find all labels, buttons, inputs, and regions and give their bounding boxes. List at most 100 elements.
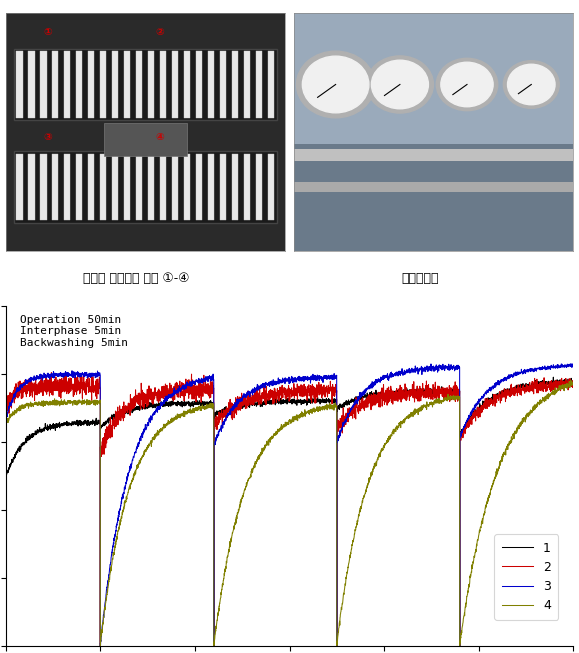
Bar <box>100 153 107 220</box>
Bar <box>196 153 202 220</box>
4 <box>21 404 28 412</box>
1 <box>126 405 133 413</box>
4 <box>2 418 9 426</box>
Text: ④: ④ <box>155 132 164 142</box>
3 <box>67 371 74 379</box>
Bar <box>52 51 58 118</box>
4 <box>126 485 133 493</box>
1 <box>21 438 28 446</box>
Circle shape <box>508 64 555 104</box>
2 <box>126 400 133 408</box>
2 <box>326 385 333 392</box>
Circle shape <box>296 51 375 118</box>
4 <box>379 446 386 454</box>
Text: ②: ② <box>155 27 164 37</box>
Text: ③: ③ <box>43 132 52 142</box>
Circle shape <box>436 58 498 110</box>
1 <box>97 643 104 650</box>
Bar <box>88 153 94 220</box>
Line: 4: 4 <box>6 380 573 646</box>
Bar <box>14 151 277 223</box>
Circle shape <box>302 56 369 113</box>
Bar <box>16 51 23 118</box>
2 <box>379 391 386 399</box>
Circle shape <box>367 56 434 113</box>
1 <box>550 374 557 381</box>
2 <box>21 381 28 389</box>
Bar <box>88 51 94 118</box>
Bar <box>294 144 573 251</box>
1 <box>326 396 333 404</box>
Bar <box>64 153 71 220</box>
Bar <box>172 153 178 220</box>
Bar <box>208 153 214 220</box>
2 <box>206 385 212 393</box>
Bar <box>28 153 35 220</box>
3 <box>97 643 104 650</box>
Bar <box>41 153 46 220</box>
Bar <box>41 51 46 118</box>
3 <box>2 417 9 424</box>
Bar <box>148 51 155 118</box>
Bar <box>28 51 35 118</box>
Bar <box>256 153 262 220</box>
Bar <box>112 51 118 118</box>
3 <box>570 360 577 368</box>
Bar <box>124 153 130 220</box>
Bar <box>160 51 166 118</box>
Bar <box>294 149 573 161</box>
Circle shape <box>371 60 428 109</box>
Bar <box>244 153 250 220</box>
4 <box>326 401 333 409</box>
3 <box>205 377 212 385</box>
Bar <box>76 153 82 220</box>
3 <box>21 380 28 388</box>
Bar <box>76 51 82 118</box>
Bar <box>220 153 226 220</box>
3 <box>126 469 133 477</box>
Line: 3: 3 <box>6 364 573 646</box>
Bar <box>52 153 58 220</box>
Bar <box>256 51 262 118</box>
3 <box>326 373 333 381</box>
1 <box>379 388 386 396</box>
Bar <box>172 51 178 118</box>
Bar <box>148 153 155 220</box>
Bar <box>268 153 274 220</box>
Bar <box>244 51 250 118</box>
2 <box>48 369 55 377</box>
4 <box>97 643 104 650</box>
Bar <box>294 13 573 144</box>
Bar <box>268 51 274 118</box>
2 <box>97 643 104 650</box>
Bar <box>100 51 107 118</box>
Bar <box>14 49 277 120</box>
Bar <box>160 153 166 220</box>
Bar <box>136 153 142 220</box>
Bar <box>184 51 190 118</box>
4 <box>567 376 574 384</box>
3 <box>569 360 576 368</box>
1 <box>570 378 577 386</box>
2 <box>2 412 9 420</box>
Bar <box>232 153 238 220</box>
4 <box>67 398 74 406</box>
Bar <box>294 182 573 191</box>
4 <box>205 401 212 409</box>
Line: 2: 2 <box>6 373 573 646</box>
Circle shape <box>503 61 559 108</box>
Bar <box>104 123 188 156</box>
2 <box>68 375 75 383</box>
Circle shape <box>441 62 493 106</box>
Text: ①: ① <box>43 27 52 37</box>
Bar <box>196 51 202 118</box>
Bar <box>136 51 142 118</box>
1 <box>205 400 212 407</box>
Bar <box>124 51 130 118</box>
1 <box>2 472 9 480</box>
Text: 세라믹 멤브레인 모듈 ①-④: 세라믹 멤브레인 모듈 ①-④ <box>83 272 189 285</box>
Bar <box>64 51 71 118</box>
Bar <box>220 51 226 118</box>
3 <box>379 373 386 381</box>
2 <box>570 383 577 391</box>
